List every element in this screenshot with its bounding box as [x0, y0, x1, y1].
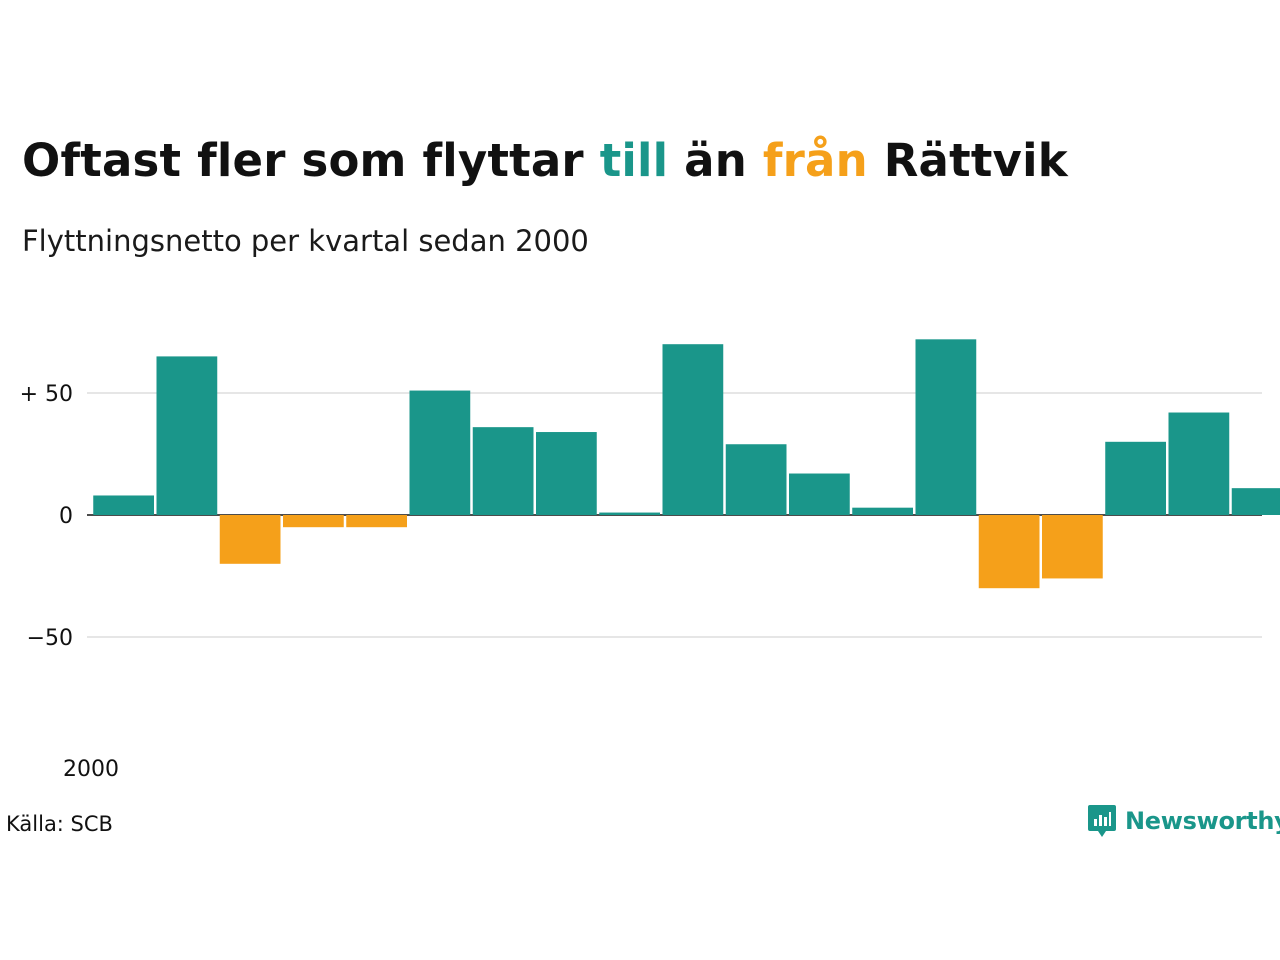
bar-2001K2 [409, 390, 471, 515]
title-part-3: Rättvik [867, 134, 1068, 187]
bar-2003K3 [978, 515, 1040, 589]
bar-2002K1 [599, 512, 660, 515]
title-part-2: än [668, 134, 763, 187]
y-tick-label: 0 [59, 504, 73, 529]
bar-2003K2 [915, 339, 977, 515]
title-part-1: Oftast fler som flyttar [22, 134, 600, 187]
chart-subtitle: Flyttningsnetto per kvartal sedan 2000 [22, 224, 589, 258]
bar-2000K2 [156, 356, 218, 515]
bar-2003K4 [1042, 515, 1103, 579]
bar-2000K1 [93, 495, 154, 515]
y-axis-ticks: + 50 0 −50 [20, 382, 73, 651]
bar-2002K3 [725, 444, 787, 515]
bar-2004K2 [1168, 412, 1230, 515]
source-note: Källa: SCB [6, 812, 113, 836]
y-tick-label: + 50 [20, 382, 73, 407]
bar-2001K1 [346, 515, 407, 528]
x-axis-ticks: 20002005201020152020 [63, 757, 119, 782]
bars [93, 339, 1280, 589]
newsworthy-logo[interactable]: Newsworthy [1087, 803, 1280, 839]
bar-2000K4 [283, 515, 344, 528]
x-tick-label: 2000 [63, 757, 119, 782]
bar-2001K4 [536, 432, 597, 515]
bar-2003K1 [852, 507, 913, 515]
y-tick-label: −50 [27, 626, 73, 651]
chart-title: Oftast fler som flyttar till än från Rät… [22, 133, 1068, 189]
title-highlight-fran: från [762, 134, 868, 187]
bar-2004K3 [1231, 488, 1280, 515]
brand-name: Newsworthy [1125, 807, 1280, 835]
bar-2002K4 [789, 473, 850, 515]
chart-bubble-icon [1088, 805, 1116, 837]
title-highlight-till: till [599, 134, 669, 187]
bar-2000K3 [219, 515, 281, 564]
bar-2001K3 [472, 427, 534, 515]
bar-2002K2 [662, 344, 724, 515]
bar-2004K1 [1105, 441, 1166, 515]
